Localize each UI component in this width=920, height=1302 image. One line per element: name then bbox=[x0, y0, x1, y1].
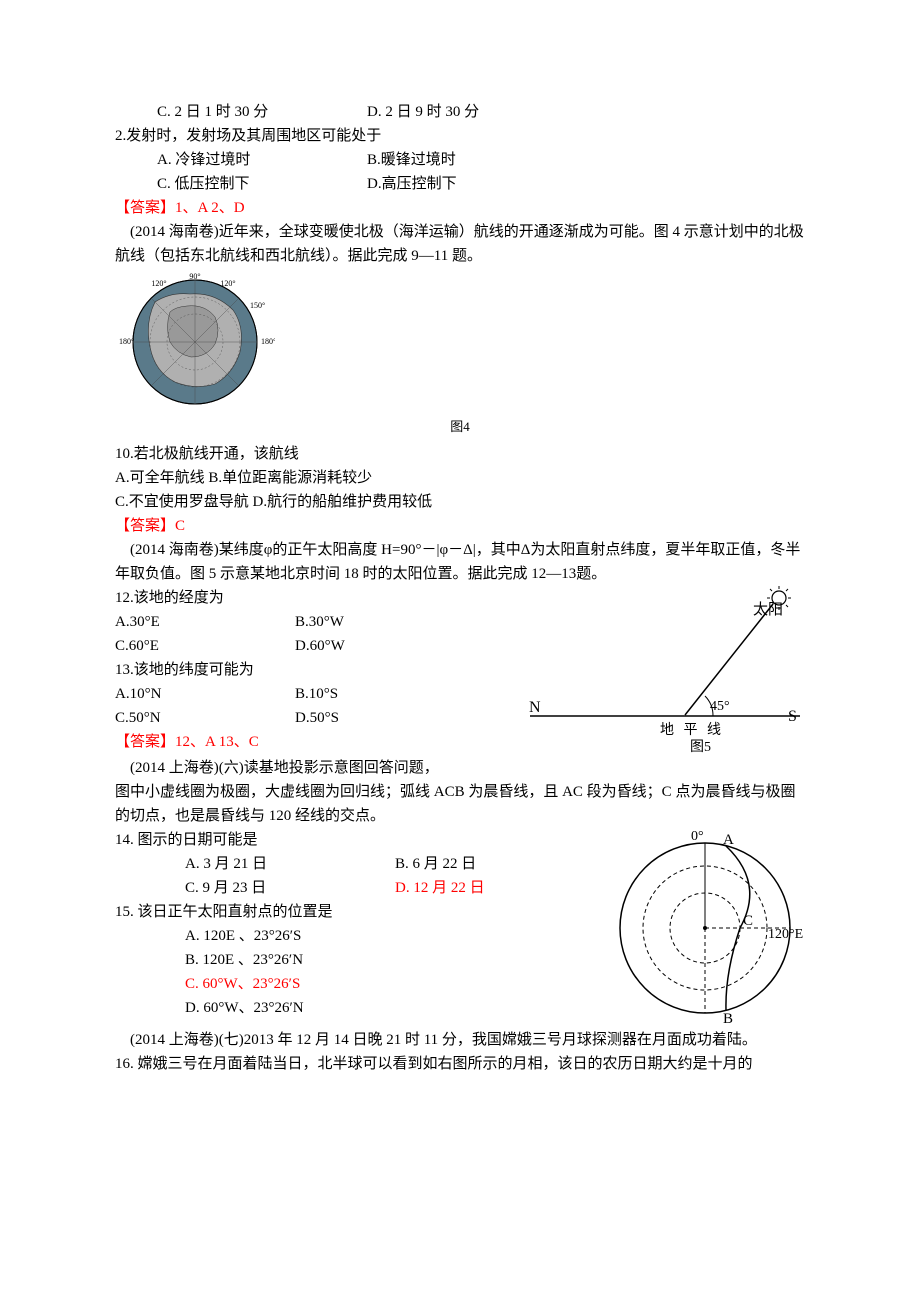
fig6-zero: 0° bbox=[691, 829, 704, 844]
fig5-sun: 太阳 bbox=[753, 601, 783, 618]
q13-opt-b: B.10°S bbox=[295, 682, 338, 706]
fig6-a: A bbox=[723, 832, 734, 848]
q2-opt-d: D.高压控制下 bbox=[367, 172, 457, 196]
shanghai-intro-1: (2014 上海卷)(六)读基地投影示意图回答问题， bbox=[115, 756, 805, 780]
q1-opt-d: D. 2 日 9 时 30 分 bbox=[367, 100, 479, 124]
q14-opt-a: A. 3 月 21 日 bbox=[185, 852, 395, 876]
q12-opt-a: A.30°E bbox=[115, 610, 295, 634]
q14-opt-c: C. 9 月 23 日 bbox=[185, 876, 395, 900]
q13-opt-c: C.50°N bbox=[115, 706, 295, 730]
fig6-c: C bbox=[743, 913, 753, 929]
polar-projection-svg: A B C 0° 120°E bbox=[605, 828, 805, 1028]
shanghai-intro-3: (2014 上海卷)(七)2013 年 12 月 14 日晚 21 时 11 分… bbox=[115, 1028, 805, 1052]
svg-text:120°: 120° bbox=[151, 279, 166, 288]
fig6-lng: 120°E bbox=[768, 927, 803, 942]
arctic-map-svg: 90° 120° 150° 180° 180° 120° bbox=[115, 272, 275, 417]
shanghai-intro-2: 图中小虚线圈为极圈，大虚线圈为回归线；弧线 ACB 为晨昏线，且 AC 段为昏线… bbox=[115, 780, 805, 828]
fig4-caption: 图4 bbox=[115, 417, 805, 438]
svg-text:180°: 180° bbox=[119, 337, 134, 346]
page-content: C. 2 日 1 时 30 分 D. 2 日 9 时 30 分 2.发射时，发射… bbox=[115, 100, 805, 1076]
q12-row2: C.60°E D.60°W bbox=[115, 634, 519, 658]
answer-1-2: 【答案】1、A 2、D bbox=[115, 196, 805, 220]
q14-row1: A. 3 月 21 日 B. 6 月 22 日 bbox=[115, 852, 599, 876]
svg-text:90°: 90° bbox=[189, 272, 200, 281]
q14-row2: C. 9 月 23 日 D. 12 月 22 日 bbox=[115, 876, 599, 900]
figure-6: A B C 0° 120°E bbox=[605, 828, 805, 1028]
fig5-n: N bbox=[529, 699, 541, 716]
q12-opt-d: D.60°W bbox=[295, 634, 345, 658]
q14-opt-b: B. 6 月 22 日 bbox=[395, 852, 476, 876]
hainan-intro-2: (2014 海南卷)某纬度φ的正午太阳高度 H=90°－|φ－Δ|，其中Δ为太阳… bbox=[115, 538, 805, 586]
q2-row2: C. 低压控制下 D.高压控制下 bbox=[115, 172, 805, 196]
q13-row1: A.10°N B.10°S bbox=[115, 682, 519, 706]
fig5-angle: 45° bbox=[710, 699, 730, 714]
q10-stem: 10.若北极航线开通，该航线 bbox=[115, 442, 805, 466]
q13-opt-d: D.50°S bbox=[295, 706, 339, 730]
fig6-b: B bbox=[723, 1011, 733, 1027]
q1-opt-c: C. 2 日 1 时 30 分 bbox=[157, 100, 367, 124]
q13-opt-a: A.10°N bbox=[115, 682, 295, 706]
q12-opt-c: C.60°E bbox=[115, 634, 295, 658]
q12-opt-b: B.30°W bbox=[295, 610, 344, 634]
svg-text:120°: 120° bbox=[220, 279, 235, 288]
svg-text:180°: 180° bbox=[261, 337, 275, 346]
q1-options-cd: C. 2 日 1 时 30 分 D. 2 日 9 时 30 分 bbox=[115, 100, 805, 124]
fig5-horizon: 地 平 线 bbox=[660, 722, 724, 738]
q12-row1: A.30°E B.30°W bbox=[115, 610, 519, 634]
q16-stem: 16. 嫦娥三号在月面着陆当日，北半球可以看到如右图所示的月相，该日的农历日期大… bbox=[115, 1052, 805, 1076]
sun-angle-svg: 45° N S 太阳 地 平 线 图5 bbox=[525, 586, 805, 756]
hainan-intro-1: (2014 海南卷)近年来，全球变暖使北极（海洋运输）航线的开通逐渐成为可能。图… bbox=[115, 220, 805, 268]
figure-4: 90° 120° 150° 180° 180° 120° 图4 bbox=[115, 272, 805, 438]
q2-row1: A. 冷锋过境时 B.暖锋过境时 bbox=[115, 148, 805, 172]
q10-opts-ab: A.可全年航线 B.单位距离能源消耗较少 bbox=[115, 466, 805, 490]
svg-text:150°: 150° bbox=[250, 301, 265, 310]
fig5-caption: 图5 bbox=[690, 740, 711, 755]
q2-opt-b: B.暖锋过境时 bbox=[367, 148, 456, 172]
q2-opt-c: C. 低压控制下 bbox=[157, 172, 367, 196]
answer-10: 【答案】C bbox=[115, 514, 805, 538]
q14-opt-d: D. 12 月 22 日 bbox=[395, 876, 485, 900]
q13-row2: C.50°N D.50°S bbox=[115, 706, 519, 730]
q10-opts-cd: C.不宜使用罗盘导航 D.航行的船舶维护费用较低 bbox=[115, 490, 805, 514]
fig5-s: S bbox=[788, 708, 797, 725]
q2-opt-a: A. 冷锋过境时 bbox=[157, 148, 367, 172]
q2-stem: 2.发射时，发射场及其周围地区可能处于 bbox=[115, 124, 805, 148]
figure-5: 45° N S 太阳 地 平 线 图5 bbox=[525, 586, 805, 756]
